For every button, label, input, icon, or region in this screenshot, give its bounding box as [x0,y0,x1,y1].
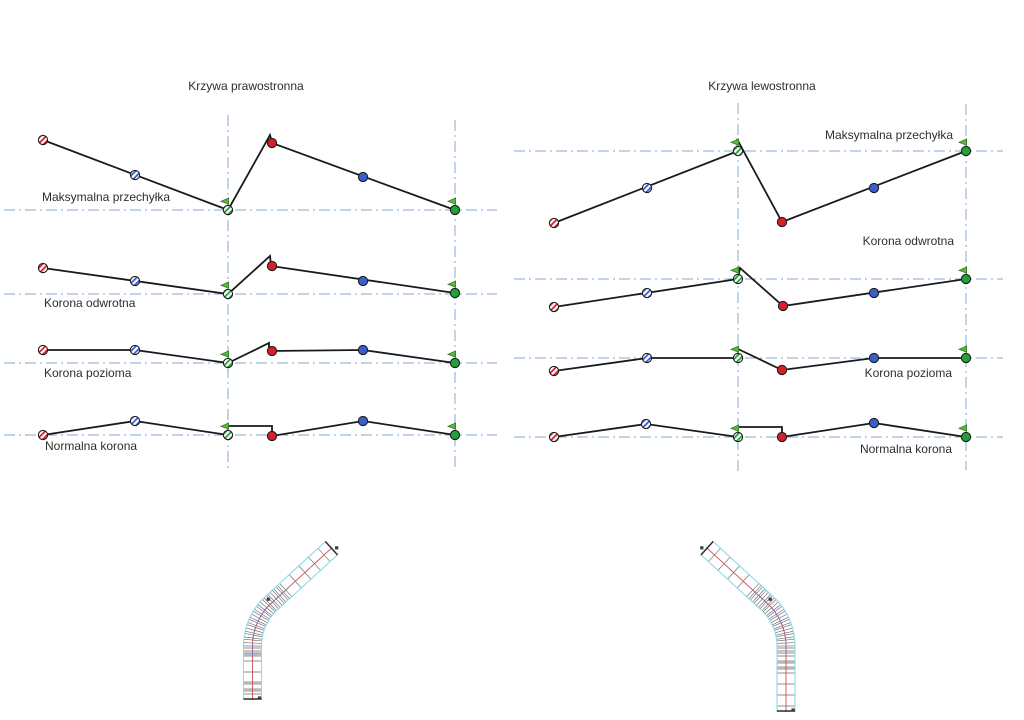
blue-point-marker [868,182,880,194]
green-hatch-point-marker [732,431,744,443]
red-point-marker [776,216,788,228]
red-hatch-point-marker [548,365,560,377]
plan-view-right-curve [242,540,339,700]
left-curve-panel [514,103,1003,471]
row-label-max-superelevation: Maksymalna przechyłka [42,190,171,204]
row-label-max-superelevation: Maksymalna przechyłka [824,128,953,142]
plan-view-left-curve [699,540,796,712]
red-hatch-point-marker [548,431,560,443]
corridor-edge [242,540,327,700]
green-point-marker [449,204,461,216]
red-point-marker [266,137,278,149]
blue-hatch-point-marker [641,182,653,194]
green-hatch-point-marker [732,352,744,364]
green-hatch-point-marker [222,204,234,216]
superelevation-profile-line [42,254,456,295]
superelevation-row [514,345,1003,377]
red-hatch-point-marker [548,217,560,229]
superelevation-row [4,415,497,442]
row-label-level-crown: Korona pozioma [44,366,132,380]
superelevation-profile-line [553,138,967,224]
corridor-end-tick [324,541,339,556]
superelevation-transition-line [750,587,787,656]
red-hatch-point-marker [37,262,49,274]
row-label-reverse-crown: Korona odwrotna [44,296,136,310]
station-label-mark [791,708,795,712]
blue-point-marker [357,171,369,183]
superelevation-profile-line [553,266,967,308]
blue-point-marker [357,275,369,287]
station-label-mark [700,546,704,550]
green-hatch-point-marker [732,273,744,285]
panel-title-right-curve: Krzywa prawostronna [188,79,304,93]
green-hatch-point-marker [222,357,234,369]
row-label-reverse-crown: Korona odwrotna [862,234,954,248]
superelevation-row [4,254,497,300]
superelevation-profile-line [43,341,456,364]
red-point-marker [776,431,788,443]
green-point-marker [449,429,461,441]
blue-hatch-point-marker [129,275,141,287]
green-hatch-point-marker [732,145,744,157]
green-point-marker [449,357,461,369]
green-point-marker [960,431,972,443]
station-label-mark [768,597,772,601]
blue-hatch-point-marker [641,352,653,364]
blue-point-marker [357,415,369,427]
red-point-marker [266,260,278,272]
superelevation-transition-line [252,587,289,656]
corridor-edge [260,553,339,700]
red-point-marker [777,300,789,312]
red-point-marker [266,430,278,442]
blue-point-marker [357,344,369,356]
station-label-mark [335,546,339,550]
red-point-marker [776,364,788,376]
corridor-edge [699,553,778,712]
superelevation-profile-line [42,420,456,438]
blue-point-marker [868,352,880,364]
panel-title-left-curve: Krzywa lewostronna [708,79,816,93]
red-point-marker [266,345,278,357]
blue-hatch-point-marker [641,287,653,299]
row-label-level-crown: Korona pozioma [864,366,952,380]
row-label-normal-crown: Normalna korona [859,442,952,456]
superelevation-row [4,132,497,216]
row-label-normal-crown: Normalna korona [45,439,138,453]
superelevation-row [4,341,497,369]
green-point-marker [960,352,972,364]
green-hatch-point-marker [222,288,234,300]
superelevation-row [514,266,1003,313]
blue-hatch-point-marker [640,418,652,430]
superelevation-profile-line [553,422,967,439]
red-hatch-point-marker [37,134,49,146]
blue-point-marker [868,287,880,299]
green-point-marker [449,287,461,299]
red-hatch-point-marker [37,344,49,356]
blue-point-marker [868,417,880,429]
superelevation-row [514,417,1003,443]
red-hatch-point-marker [548,301,560,313]
blue-hatch-point-marker [129,415,141,427]
station-label-mark [266,597,270,601]
green-point-marker [960,145,972,157]
corridor-edge [712,540,796,712]
blue-hatch-point-marker [129,344,141,356]
right-curve-panel [4,115,497,471]
corridor-end-tick [700,541,714,556]
superelevation-profile-line [42,132,456,212]
blue-hatch-point-marker [129,169,141,181]
green-point-marker [960,273,972,285]
superelevation-row [514,138,1003,229]
red-hatch-point-marker [37,429,49,441]
green-hatch-point-marker [222,429,234,441]
station-label-mark [257,696,262,700]
